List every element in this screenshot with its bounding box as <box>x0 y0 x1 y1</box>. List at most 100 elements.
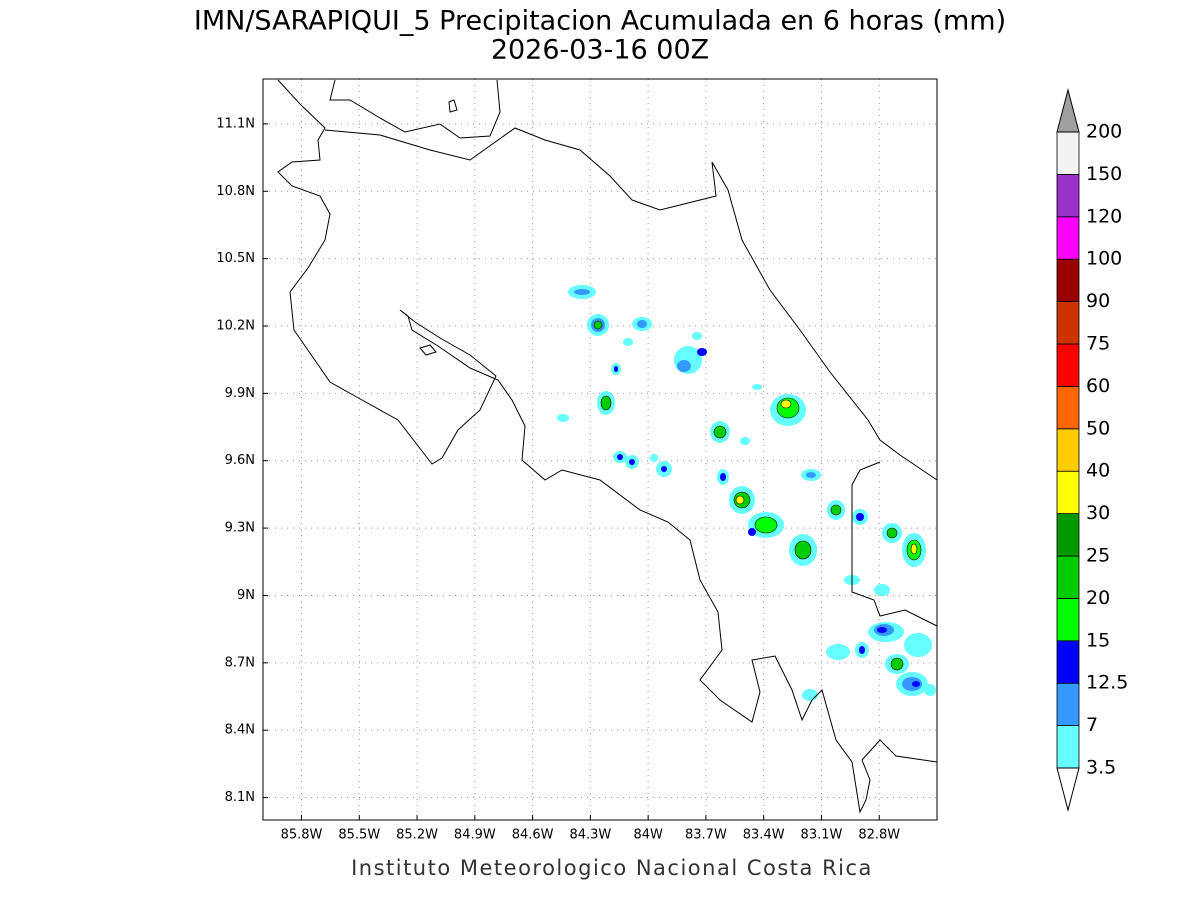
rain-area <box>713 425 727 439</box>
colorbar-label: 90 <box>1086 290 1110 312</box>
rain-area <box>910 543 918 555</box>
color-swatch <box>1056 173 1080 218</box>
color-swatch <box>1056 301 1080 345</box>
north-border <box>324 127 938 481</box>
gulf-island <box>419 344 437 356</box>
colorbar-label: 40 <box>1086 460 1110 482</box>
colorbar-label: 15 <box>1086 629 1110 651</box>
map-frame <box>262 78 938 821</box>
colorbar: 3.5 7 12.5 15 20 25 30 40 50 60 75 90 100 120 150 200 <box>1056 88 1128 812</box>
coastlines <box>277 79 938 814</box>
rain-area <box>557 414 569 422</box>
color-swatch <box>1056 513 1080 557</box>
x-tick-label: 84W <box>633 828 663 843</box>
rain-area <box>780 399 792 409</box>
subtitle: 2026-03-16 00Z <box>491 35 709 66</box>
rain-area <box>924 684 936 696</box>
color-swatch <box>1056 598 1080 642</box>
colorbar-label: 12.5 <box>1086 672 1128 694</box>
colorbar-label: 20 <box>1086 587 1110 609</box>
rain-area <box>593 320 603 330</box>
rain-area <box>890 657 904 671</box>
colorbar-label: 7 <box>1086 714 1098 736</box>
colorbar-label: 200 <box>1086 121 1122 143</box>
rain-area <box>677 360 691 372</box>
rain-area <box>650 454 658 462</box>
y-tick-label: 9.9N <box>225 386 255 401</box>
color-swatch <box>1056 428 1080 472</box>
color-swatch <box>1056 343 1080 387</box>
y-tick-label: 8.4N <box>225 723 255 738</box>
x-tick-label: 85.5W <box>338 828 380 843</box>
rain-area <box>754 516 778 534</box>
colorbar-label: 60 <box>1086 375 1110 397</box>
panama-border <box>851 461 938 627</box>
colorbar-label: 50 <box>1086 417 1110 439</box>
x-tick-label: 85.2W <box>396 828 438 843</box>
x-tick-label: 83.4W <box>743 828 785 843</box>
rain-area <box>830 504 842 516</box>
coastline <box>277 79 938 814</box>
colorbar-label: 150 <box>1086 163 1122 185</box>
rain-area <box>752 384 762 390</box>
rain-area <box>637 320 647 328</box>
x-tick-label: 84.6W <box>512 828 554 843</box>
x-tick-label: 83.7W <box>685 828 727 843</box>
y-tick-label: 10.2N <box>216 319 255 334</box>
rain-area <box>661 466 667 472</box>
colorbar-label: 100 <box>1086 248 1122 270</box>
y-tick-label: 9.6N <box>225 453 255 468</box>
island <box>448 99 458 113</box>
colorbar-label: 3.5 <box>1086 757 1116 779</box>
x-tick-label: 82.8W <box>858 828 900 843</box>
x-tick-label: 84.3W <box>569 828 611 843</box>
rain-area <box>877 627 887 633</box>
title: IMN/SARAPIQUI_5 Precipitacion Acumulada … <box>194 6 1006 37</box>
rain-area <box>600 395 612 411</box>
rain-area <box>735 495 745 505</box>
rain-area <box>794 540 812 560</box>
rain-area <box>874 584 890 596</box>
rain-area <box>856 513 864 521</box>
rain-area <box>623 338 633 346</box>
x-tick-label: 83.1W <box>801 828 843 843</box>
x-tick-label: 84.9W <box>454 828 496 843</box>
rain-area <box>802 689 818 701</box>
rain-area <box>574 289 590 295</box>
rain-area <box>720 473 726 481</box>
axes: 85.8W 85.5W 85.2W 84.9W 84.6W 84.3W 84W 83.7W 83… <box>216 116 900 842</box>
rain-area <box>859 646 865 654</box>
rain-area <box>740 437 750 445</box>
precipitation-field <box>557 285 936 701</box>
y-tick-label: 11.1N <box>216 116 255 131</box>
rain-area <box>629 459 635 465</box>
y-tick-label: 8.1N <box>225 790 255 805</box>
color-swatch <box>1056 258 1080 303</box>
color-swatch <box>1056 470 1080 515</box>
rain-area <box>826 644 850 660</box>
rain-area <box>614 366 618 372</box>
rain-area <box>912 681 920 687</box>
lake-shore <box>329 79 501 139</box>
colorbar-label: 75 <box>1086 333 1110 355</box>
y-tick-label: 9.3N <box>225 521 255 536</box>
color-swatch <box>1056 385 1080 430</box>
footer: Instituto Meteorologico Nacional Costa R… <box>351 856 873 880</box>
colorbar-label: 25 <box>1086 545 1110 567</box>
colorbar-label: 30 <box>1086 502 1110 524</box>
rain-area <box>904 633 932 657</box>
rain-area <box>748 528 756 536</box>
color-swatch <box>1056 216 1080 260</box>
color-swatch <box>1056 555 1080 599</box>
colorbar-label: 120 <box>1086 205 1122 227</box>
color-swatch <box>1056 682 1080 727</box>
color-swatch <box>1056 725 1080 769</box>
rain-area <box>697 348 707 356</box>
rain-area <box>692 332 702 340</box>
y-tick-label: 8.7N <box>225 655 255 670</box>
color-swatch <box>1056 131 1080 175</box>
y-tick-label: 9N <box>237 588 255 603</box>
color-swatch <box>1056 640 1080 684</box>
